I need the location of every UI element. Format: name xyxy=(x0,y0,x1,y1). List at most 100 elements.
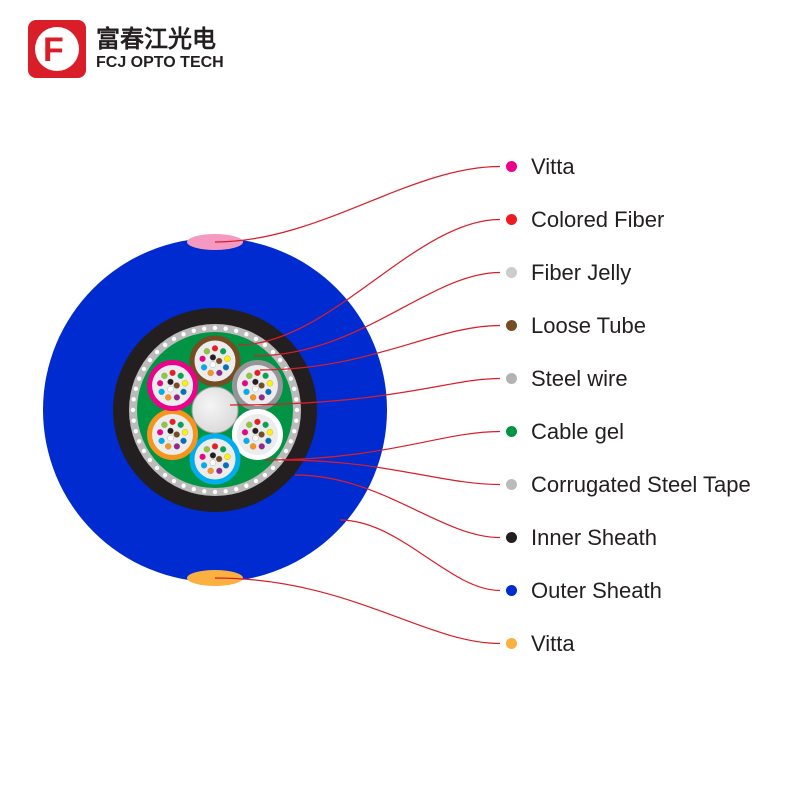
colored-fiber xyxy=(174,443,180,449)
label-dot xyxy=(506,320,517,331)
colored-fiber xyxy=(216,456,222,462)
colored-fiber xyxy=(167,435,173,441)
steel-wire xyxy=(192,387,238,433)
loose-tube xyxy=(150,412,196,458)
loose-tube xyxy=(234,412,280,458)
label-row: Outer Sheath xyxy=(506,564,751,617)
colored-fiber xyxy=(243,389,249,395)
colored-fiber xyxy=(220,446,226,452)
label-row: Steel wire xyxy=(506,352,751,405)
colored-fiber xyxy=(181,389,187,395)
colored-fiber xyxy=(201,462,207,468)
label-row: Cable gel xyxy=(506,405,751,458)
colored-fiber xyxy=(159,389,165,395)
colored-fiber xyxy=(170,370,176,376)
colored-fiber xyxy=(246,422,252,428)
colored-fiber xyxy=(259,443,265,449)
colored-fiber xyxy=(254,370,260,376)
colored-fiber xyxy=(224,356,230,362)
colored-fiber xyxy=(243,438,249,444)
colored-fiber xyxy=(204,446,210,452)
label-dot xyxy=(506,532,517,543)
colored-fiber xyxy=(252,386,258,392)
colored-fiber xyxy=(210,354,216,360)
colored-fiber xyxy=(161,422,167,428)
label-row: Corrugated Steel Tape xyxy=(506,458,751,511)
colored-fiber xyxy=(252,428,258,434)
leader-line xyxy=(340,520,500,591)
loose-tube xyxy=(192,338,238,384)
colored-fiber xyxy=(263,422,269,428)
colored-fiber xyxy=(250,443,256,449)
loose-tube xyxy=(150,363,196,409)
colored-fiber xyxy=(220,348,226,354)
leader-line xyxy=(215,167,500,243)
colored-fiber xyxy=(223,462,229,468)
label-dot xyxy=(506,214,517,225)
colored-fiber xyxy=(174,432,180,438)
colored-fiber xyxy=(210,452,216,458)
label-dot xyxy=(506,426,517,437)
label-row: Colored Fiber xyxy=(506,193,751,246)
colored-fiber xyxy=(267,380,273,386)
colored-fiber xyxy=(200,454,206,460)
colored-fiber xyxy=(182,429,188,435)
colored-fiber xyxy=(242,429,248,435)
colored-fiber xyxy=(252,379,258,385)
colored-fiber xyxy=(210,460,216,466)
colored-fiber xyxy=(252,435,258,441)
colored-fiber xyxy=(157,380,163,386)
colored-fiber xyxy=(208,468,214,474)
colored-fiber xyxy=(259,383,265,389)
colored-fiber xyxy=(167,386,173,392)
label-dot xyxy=(506,479,517,490)
colored-fiber xyxy=(161,373,167,379)
loose-tube xyxy=(192,436,238,482)
colored-fiber xyxy=(216,370,222,376)
colored-fiber xyxy=(178,373,184,379)
colored-fiber xyxy=(200,356,206,362)
colored-fiber xyxy=(170,419,176,425)
colored-fiber xyxy=(165,394,171,400)
colored-fiber xyxy=(167,428,173,434)
colored-fiber xyxy=(174,394,180,400)
colored-fiber xyxy=(174,383,180,389)
colored-fiber xyxy=(201,364,207,370)
colored-fiber xyxy=(259,394,265,400)
colored-fiber xyxy=(208,370,214,376)
leader-line xyxy=(215,578,500,644)
label-row: Loose Tube xyxy=(506,299,751,352)
colored-fiber xyxy=(157,429,163,435)
label-row: Fiber Jelly xyxy=(506,246,751,299)
colored-fiber xyxy=(178,422,184,428)
label-text: Fiber Jelly xyxy=(531,260,631,286)
colored-fiber xyxy=(216,468,222,474)
colored-fiber xyxy=(210,362,216,368)
label-row: Vitta xyxy=(506,140,751,193)
colored-fiber xyxy=(167,379,173,385)
colored-fiber xyxy=(204,348,210,354)
label-text: Corrugated Steel Tape xyxy=(531,472,751,498)
label-text: Cable gel xyxy=(531,419,624,445)
colored-fiber xyxy=(165,443,171,449)
label-text: Colored Fiber xyxy=(531,207,664,233)
label-text: Vitta xyxy=(531,154,575,180)
labels-column: Vitta Colored Fiber Fiber Jelly Loose Tube S… xyxy=(506,140,751,670)
colored-fiber xyxy=(159,438,165,444)
label-text: Inner Sheath xyxy=(531,525,657,551)
colored-fiber xyxy=(224,454,230,460)
colored-fiber xyxy=(250,394,256,400)
label-text: Outer Sheath xyxy=(531,578,662,604)
label-dot xyxy=(506,638,517,649)
colored-fiber xyxy=(212,345,218,351)
label-dot xyxy=(506,585,517,596)
label-dot xyxy=(506,373,517,384)
colored-fiber xyxy=(212,443,218,449)
colored-fiber xyxy=(259,432,265,438)
label-text: Steel wire xyxy=(531,366,628,392)
label-row: Inner Sheath xyxy=(506,511,751,564)
colored-fiber xyxy=(267,429,273,435)
colored-fiber xyxy=(265,389,271,395)
label-text: Vitta xyxy=(531,631,575,657)
colored-fiber xyxy=(223,364,229,370)
